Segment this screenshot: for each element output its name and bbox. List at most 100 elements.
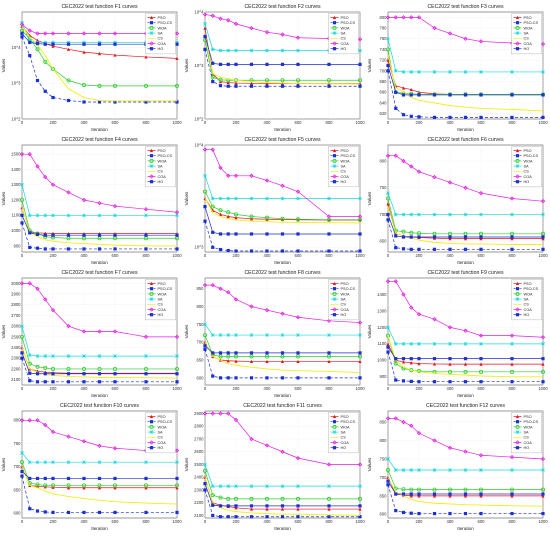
pso-cs-marker [280, 515, 285, 519]
woa-marker [296, 496, 301, 501]
sa-marker [401, 468, 406, 472]
legend-marker [515, 424, 520, 429]
legend-label: COA [341, 441, 350, 445]
x-tick-label: 200 [233, 386, 241, 391]
woa-marker [265, 354, 270, 359]
coa-marker [264, 443, 270, 448]
chart-svg: CEC2022 test function F4 curves 0 200 400 60… [1, 137, 182, 265]
ho-marker [510, 492, 514, 496]
legend-label: COA [158, 175, 167, 179]
woa-marker [43, 59, 48, 64]
y-tick-label: 850 [197, 286, 205, 291]
legend-marker [332, 25, 337, 30]
pso-marker [510, 494, 514, 498]
legend-label: WOA [524, 159, 534, 163]
ho-marker [51, 372, 55, 376]
coa-marker [174, 31, 180, 36]
ho-marker [386, 345, 390, 349]
series-cs [21, 207, 177, 247]
series-cs [204, 341, 361, 373]
sa-marker [82, 40, 86, 45]
ho-marker [265, 351, 269, 355]
pso-marker [113, 53, 117, 57]
coa-marker [509, 333, 515, 338]
legend-marker [149, 154, 154, 158]
legend-label: CS [524, 170, 530, 174]
pso-marker [417, 362, 421, 366]
sa-marker [144, 354, 148, 358]
chart-panel-5: CEC2022 test function F5 curves 0 200 400 60… [183, 133, 366, 266]
ho-marker [28, 371, 32, 375]
y-tick-label: 700 [197, 340, 205, 345]
pso-cs-marker [327, 515, 331, 519]
y-tick-label: 2200 [194, 500, 204, 505]
woa-marker [97, 83, 102, 88]
pso-cs-marker [144, 380, 148, 384]
pso-marker [113, 486, 117, 490]
pso-cs-marker [463, 511, 468, 516]
coa-marker [432, 174, 437, 180]
sa-marker [234, 333, 238, 337]
legend-marker [515, 440, 520, 445]
sa-marker [20, 182, 24, 187]
sa-marker [510, 212, 514, 217]
ho-marker [82, 42, 86, 46]
legend-marker [332, 307, 337, 312]
coa-marker [27, 152, 32, 157]
y-tick-label: 600 [14, 511, 22, 516]
sa-marker [203, 22, 207, 26]
ho-marker [327, 232, 331, 236]
x-tick-label: 200 [233, 253, 241, 258]
sa-marker [409, 212, 414, 217]
series-coa [19, 281, 180, 340]
pso-cs-marker [265, 84, 269, 88]
legend-label: CS [341, 436, 347, 440]
woa-marker [280, 216, 285, 221]
coa-marker [393, 15, 398, 20]
ho-marker [211, 503, 215, 507]
pso-marker [541, 237, 545, 241]
sa-marker [226, 48, 231, 53]
sa-marker [280, 48, 285, 53]
coa-marker [66, 434, 71, 439]
legend-label: WOA [524, 292, 534, 296]
y-tick-label: 900 [14, 243, 22, 248]
coa-marker [264, 307, 270, 313]
x-tick-label: 1000 [172, 120, 182, 125]
pso-cs-marker [401, 113, 406, 117]
coa-marker [43, 31, 48, 36]
woa-marker [234, 212, 239, 217]
series-line [21, 336, 177, 370]
series-ho [386, 479, 545, 496]
y-tick-label: 2300 [194, 487, 204, 492]
pso-cs-marker [97, 380, 102, 384]
ho-marker [463, 93, 468, 97]
legend-label: CS [341, 37, 347, 41]
ho-marker [510, 93, 514, 97]
chart-panel-9: CEC2022 test function F9 curves 0 200 400 60… [366, 266, 549, 399]
y-tick-label: 750 [380, 185, 388, 190]
woa-marker [448, 231, 453, 236]
x-tick-label: 1000 [172, 386, 182, 391]
y-tick-label: 2500 [194, 462, 204, 467]
coa-marker [447, 325, 453, 330]
coa-marker [27, 418, 32, 423]
coa-marker [385, 15, 391, 20]
pso-marker [401, 360, 406, 364]
y-tick-label: 1200 [11, 197, 21, 202]
pso-cs-marker [296, 515, 300, 519]
ho-marker [82, 372, 86, 376]
woa-marker [143, 483, 148, 488]
series-line [204, 39, 360, 81]
sa-marker [417, 468, 421, 472]
ho-marker [28, 40, 32, 45]
coa-marker [326, 214, 332, 219]
y-tick-label: 2800 [11, 302, 21, 307]
series-cs [21, 466, 178, 505]
sa-marker [234, 484, 238, 488]
ho-marker [510, 235, 514, 239]
sa-marker [51, 354, 55, 358]
pso-marker [448, 362, 452, 366]
sa-marker [401, 70, 406, 74]
